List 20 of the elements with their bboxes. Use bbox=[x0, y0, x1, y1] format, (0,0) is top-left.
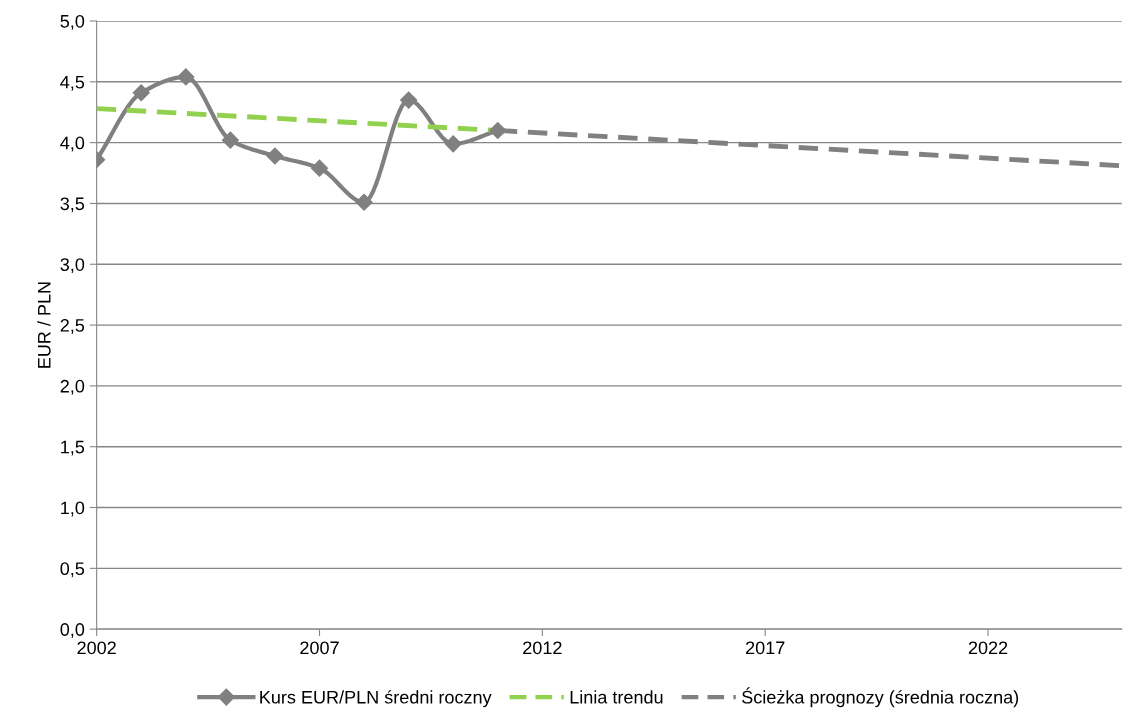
y-tick-label: 0,0 bbox=[60, 623, 85, 639]
y-axis-title: EUR / PLN bbox=[37, 282, 51, 368]
x-tick-label: 2007 bbox=[300, 641, 339, 655]
y-tick-label: 3,0 bbox=[60, 258, 85, 274]
legend-label: Kurs EUR/PLN średni roczny bbox=[260, 690, 492, 708]
y-tick-label: 1,0 bbox=[61, 501, 85, 517]
y-tick-label: 0,5 bbox=[60, 562, 85, 578]
x-tick-label: 2002 bbox=[77, 641, 116, 655]
y-tick-label: 1,5 bbox=[61, 440, 85, 456]
y-tick-label: 2,0 bbox=[60, 379, 85, 395]
y-tick-label: 2,5 bbox=[60, 319, 85, 334]
legend-label: Ścieżka prognozy (średnia roczna) bbox=[742, 687, 1019, 708]
y-tick-label: 4,5 bbox=[60, 75, 85, 91]
x-tick-label: 2022 bbox=[968, 641, 1008, 655]
x-tick-label: 2017 bbox=[746, 641, 785, 655]
y-tick-label: 5,0 bbox=[60, 14, 85, 30]
y-tick-label: 4,0 bbox=[60, 136, 85, 152]
y-tick-label: 3,5 bbox=[60, 197, 85, 213]
x-tick-label: 2012 bbox=[523, 641, 562, 655]
legend-label: Linia trendu bbox=[570, 690, 663, 704]
